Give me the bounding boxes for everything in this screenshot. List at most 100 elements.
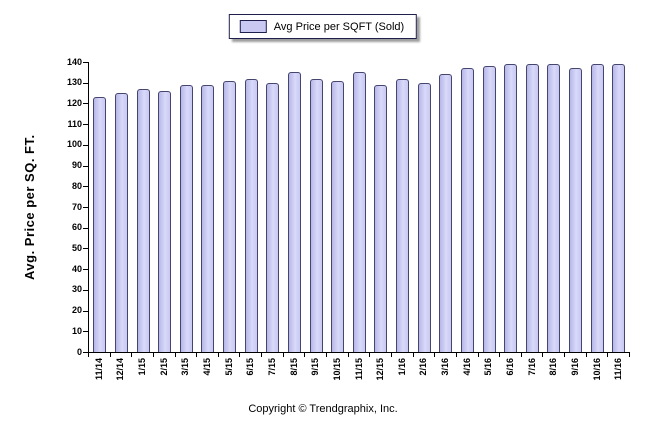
y-tick-mark [83,124,88,126]
y-tick-mark [83,289,88,291]
x-tick-label-10/15: 10/15 [331,358,342,381]
y-tick-mark [83,82,88,84]
bar-11/14 [93,97,107,352]
x-tick-label-3/15: 3/15 [180,358,191,376]
bar-11/16 [612,64,626,352]
legend-swatch-icon [239,20,267,33]
y-tick-label: 140 [66,56,82,67]
y-tick-mark [83,352,88,353]
y-tick-mark [83,248,88,250]
bar-5/15 [223,80,237,352]
bar-7/15 [266,82,280,352]
x-tick-label-5/16: 5/16 [483,358,494,376]
bar-6/16 [504,64,518,352]
bar-10/16 [590,64,604,352]
bar-3/15 [179,84,193,352]
y-tick-mark [83,103,88,105]
x-tick-mark [261,353,263,357]
bar-11/15 [352,72,366,352]
x-tick-label-4/15: 4/15 [202,358,213,376]
x-tick-label-6/15: 6/15 [245,358,256,376]
x-tick-label-3/16: 3/16 [440,358,451,376]
x-tick-mark [152,353,154,357]
y-tick-label: 50 [71,242,82,253]
bar-6/15 [244,78,258,352]
x-tick-label-8/15: 8/15 [288,358,299,376]
x-tick-mark [109,353,111,357]
y-tick-mark [83,269,88,271]
x-tick-mark [217,353,219,357]
x-tick-label-7/16: 7/16 [526,358,537,376]
y-tick-label: 130 [66,77,82,88]
y-tick-mark [83,165,88,167]
bar-3/16 [439,74,453,352]
x-tick-label-1/16: 1/16 [396,358,407,376]
bar-2/15 [158,91,172,352]
x-tick-mark [369,353,371,357]
legend: Avg Price per SQFT (Sold) [228,14,418,39]
y-tick-mark [83,62,88,63]
bar-4/15 [201,84,215,352]
y-tick-label: 90 [71,160,82,171]
bar-7/16 [525,64,539,352]
x-tick-mark [499,353,501,357]
y-tick-mark [83,310,88,312]
y-axis-title: Avg. Price per SQ. FT. [22,134,37,280]
y-tick-label: 10 [71,325,82,336]
y-tick-mark [83,331,88,333]
bar-1/16 [396,78,410,352]
x-tick-label-8/16: 8/16 [548,358,559,376]
x-tick-mark [629,353,630,357]
copyright-text: Copyright © Trendgraphix, Inc. [248,403,398,415]
bar-12/15 [374,84,388,352]
x-tick-mark [131,353,133,357]
y-tick-label: 80 [71,180,82,191]
x-tick-mark [434,353,436,357]
y-tick-label: 20 [71,305,82,316]
bar-2/16 [417,82,431,352]
x-tick-mark [326,353,328,357]
y-tick-label: 70 [71,201,82,212]
y-tick-label: 110 [67,118,82,129]
x-tick-label-7/15: 7/15 [266,358,277,376]
y-tick-label: 120 [66,97,82,108]
y-tick-label: 100 [66,139,82,150]
x-tick-mark [455,353,457,357]
y-tick-label: 40 [71,263,82,274]
x-tick-label-9/15: 9/15 [310,358,321,376]
bar-9/16 [569,68,583,352]
x-tick-label-10/16: 10/16 [591,358,602,381]
plot-area [88,62,630,353]
bar-8/16 [547,64,561,352]
x-tick-mark [282,353,284,357]
x-tick-mark [390,353,392,357]
x-tick-label-4/16: 4/16 [461,358,472,376]
legend-label: Avg Price per SQFT (Sold) [273,20,405,33]
x-tick-label-11/16: 11/16 [613,358,624,381]
x-tick-mark [304,353,306,357]
x-tick-label-9/16: 9/16 [569,358,580,376]
x-tick-mark [607,353,609,357]
bar-5/16 [482,66,496,352]
x-tick-label-5/15: 5/15 [223,358,234,376]
y-tick-label: 30 [71,284,82,295]
x-tick-label-6/16: 6/16 [504,358,515,376]
y-tick-mark [83,207,88,208]
x-tick-label-11/14: 11/14 [93,358,104,381]
x-tick-mark [174,353,176,357]
y-tick-mark [83,227,88,229]
bar-9/15 [309,78,323,352]
x-tick-mark [564,353,566,357]
x-tick-label-1/15: 1/15 [137,358,148,376]
x-tick-mark [477,353,479,357]
bar-4/16 [460,68,474,352]
y-tick-label: 0 [76,346,82,357]
bar-12/14 [114,93,128,352]
x-tick-mark [520,353,522,357]
x-tick-mark [412,353,414,357]
x-tick-mark [347,353,349,357]
x-tick-mark [542,353,544,357]
x-tick-mark [88,353,89,357]
x-tick-label-12/15: 12/15 [375,358,386,381]
